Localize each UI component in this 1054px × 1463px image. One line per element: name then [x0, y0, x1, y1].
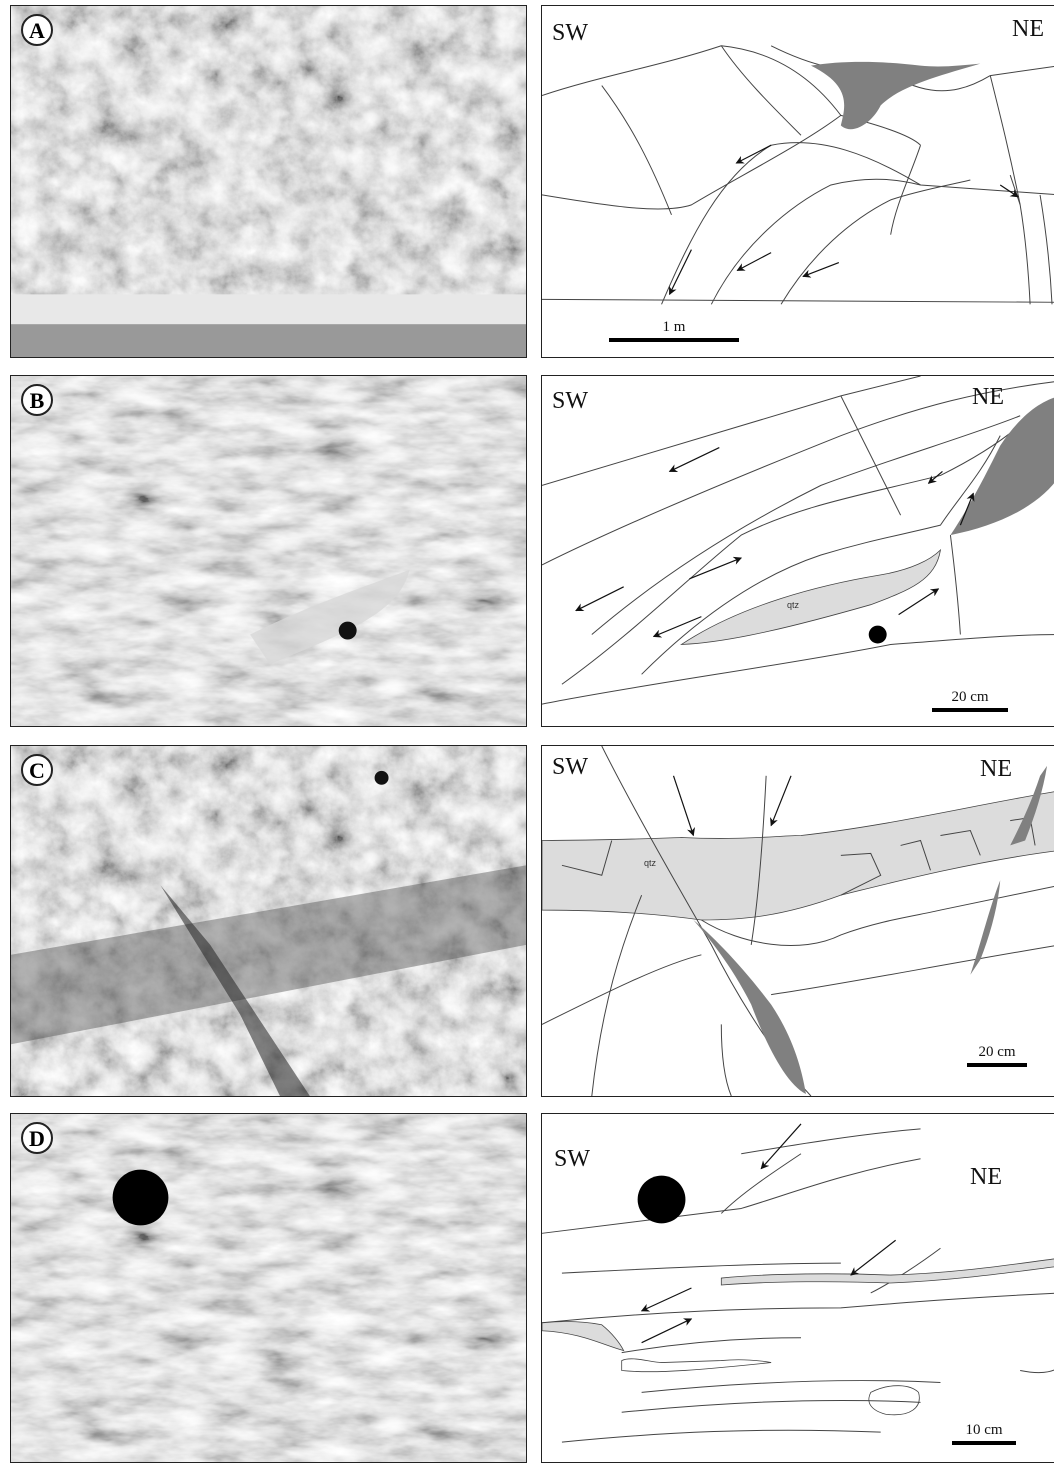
photo-panel-c: C [10, 745, 527, 1097]
panel-letter-b: B [21, 384, 53, 416]
scale-bar: 1 m [609, 319, 739, 342]
scale-label: 1 m [662, 319, 686, 335]
direction-sw: SW [552, 388, 588, 414]
photo-panel-d: D [10, 1113, 527, 1463]
direction-ne: NE [970, 1164, 1002, 1190]
direction-ne: NE [1012, 16, 1044, 42]
scale-bar: 20 cm [967, 1044, 1027, 1067]
photo-panel-b: B [10, 375, 527, 727]
scale-label: 20 cm [978, 1044, 1016, 1060]
direction-sw: SW [554, 1146, 590, 1172]
scale-bar: 10 cm [952, 1422, 1016, 1445]
direction-sw: SW [552, 20, 588, 46]
sketch-panel-d: SW NE 10 cm [541, 1113, 1054, 1463]
photo-panel-a: A [10, 5, 527, 358]
direction-sw: SW [552, 754, 588, 780]
scale-bar-line [967, 1063, 1027, 1067]
qtz-label: qtz [644, 858, 657, 868]
panel-letter-d: D [21, 1122, 53, 1154]
panel-letter-a: A [21, 14, 53, 46]
panel-letter-c: C [21, 754, 53, 786]
scale-bar-line [932, 708, 1008, 712]
sketch-panel-a: SW NE 1 m [541, 5, 1054, 358]
scale-bar: 20 cm [932, 689, 1008, 712]
scale-label: 10 cm [965, 1422, 1003, 1438]
scale-bar-line [952, 1441, 1016, 1445]
scale-bar-line [609, 338, 739, 342]
sketch-panel-b: qtz SW NE 20 cm [541, 375, 1054, 727]
direction-ne: NE [972, 384, 1004, 410]
scale-label: 20 cm [951, 689, 989, 705]
direction-ne: NE [980, 756, 1012, 782]
sketch-panel-c: qtz SW NE 20 cm [541, 745, 1054, 1097]
qtz-label: qtz [787, 600, 800, 610]
